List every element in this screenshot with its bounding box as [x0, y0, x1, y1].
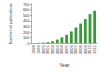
svg-text:2011: 2011 [92, 44, 97, 53]
svg-text:0: 0 [27, 41, 30, 46]
svg-text:100: 100 [23, 35, 30, 40]
svg-text:400: 400 [23, 18, 30, 23]
svg-text:2001: 2001 [45, 45, 51, 55]
svg-text:2008: 2008 [78, 45, 84, 55]
svg-text:2004: 2004 [59, 45, 65, 55]
svg-text:600: 600 [23, 7, 30, 12]
svg-text:500: 500 [23, 13, 30, 18]
svg-text:300: 300 [23, 24, 30, 29]
svg-text:2007: 2007 [73, 45, 79, 55]
svg-text:2010: 2010 [87, 45, 93, 55]
svg-text:2002: 2002 [50, 45, 56, 55]
svg-text:2005: 2005 [64, 45, 70, 55]
svg-text:2000: 2000 [40, 45, 46, 55]
svg-text:2003: 2003 [54, 45, 60, 55]
svg-text:2006: 2006 [68, 45, 74, 55]
svg-text:2009: 2009 [82, 45, 88, 55]
svg-text:1998: 1998 [31, 45, 37, 55]
svg-text:200: 200 [23, 30, 30, 35]
svg-text:1999: 1999 [36, 45, 42, 55]
svg-text:700: 700 [23, 2, 30, 7]
svg-text:Year: Year [59, 62, 69, 68]
svg-text:Number of publications: Number of publications [8, 3, 13, 44]
